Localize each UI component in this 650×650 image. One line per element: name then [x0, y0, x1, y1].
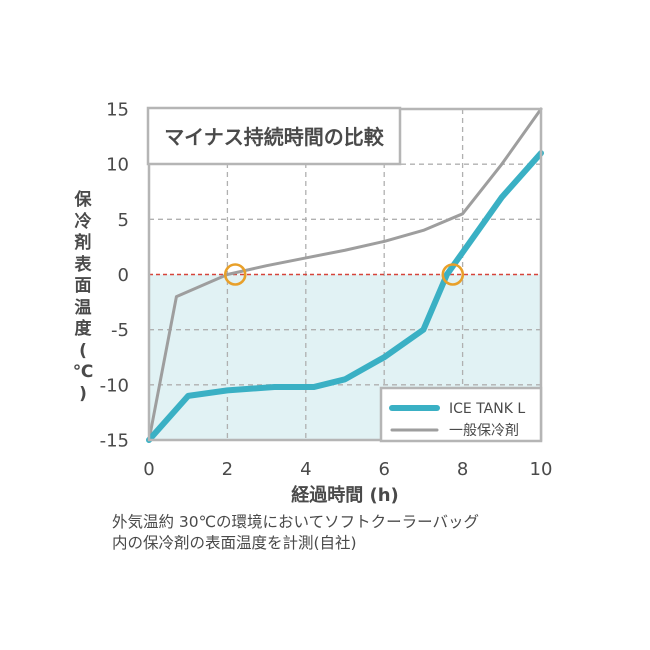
title-box: [146, 106, 402, 166]
y-tick-label: -5: [111, 320, 129, 341]
x-axis-label: 経過時間 (h): [291, 484, 399, 506]
y-axis-label-char: (: [79, 340, 87, 361]
zero-crossing-marker: [223, 263, 247, 286]
legend-layer: ICE TANK L 一般保冷剤: [379, 386, 543, 443]
y-tick-label: 15: [106, 100, 129, 121]
tick-label-layer: 15 10 5 0 -5 -10 -15 0 2 4 6 8 10: [100, 100, 553, 481]
legend-label-ice-tank: ICE TANK L: [449, 401, 525, 417]
legend-box: [379, 386, 543, 443]
x-tick-label: 10: [530, 459, 553, 480]
y-axis-label-char: 保: [74, 190, 92, 210]
y-axis-label-char: ): [79, 383, 87, 404]
y-axis-label-char: ℃: [72, 362, 94, 382]
x-axis-label-layer: 経過時間 (h): [291, 484, 399, 506]
y-axis-label-char: 表: [74, 254, 92, 275]
series-line-ice-tank: [146, 150, 544, 443]
x-tick-label: 2: [222, 459, 233, 480]
y-tick-label: 10: [106, 155, 129, 176]
y-axis-label: 保冷剤表面温度(℃): [72, 190, 94, 405]
y-axis-label-char: 温: [74, 297, 92, 318]
chart-title: マイナス持続時間の比較: [164, 125, 385, 149]
series-line-general: [147, 107, 543, 442]
y-tick-label: -15: [100, 431, 129, 452]
x-tick-label: 4: [300, 459, 311, 480]
caption-line-2: 内の保冷剤の表面温度を計測(自社): [112, 534, 357, 552]
y-axis-label-char: 度: [74, 319, 92, 339]
y-tick-label: -10: [100, 375, 129, 396]
x-tick-label: 0: [143, 459, 154, 480]
marker-layer: [223, 263, 465, 286]
y-tick-label: 5: [118, 210, 129, 231]
title-layer: マイナス持続時間の比較: [146, 106, 402, 166]
series-layer: [146, 107, 544, 443]
caption-line-1: 外気温約 30℃の環境においてソフトクーラーバッグ: [112, 513, 479, 531]
legend-label-general: 一般保冷剤: [449, 423, 519, 439]
y-axis-label-char: 剤: [74, 233, 92, 253]
y-axis-label-char: 冷: [74, 211, 92, 232]
zero-crossing-marker: [441, 263, 465, 286]
y-axis-label-char: 面: [74, 276, 92, 296]
y-tick-label: 0: [118, 265, 129, 286]
caption: 外気温約 30℃の環境においてソフトクーラーバッグ 内の保冷剤の表面温度を計測(…: [112, 512, 572, 554]
x-tick-label: 6: [378, 459, 389, 480]
x-tick-label: 8: [457, 459, 468, 480]
